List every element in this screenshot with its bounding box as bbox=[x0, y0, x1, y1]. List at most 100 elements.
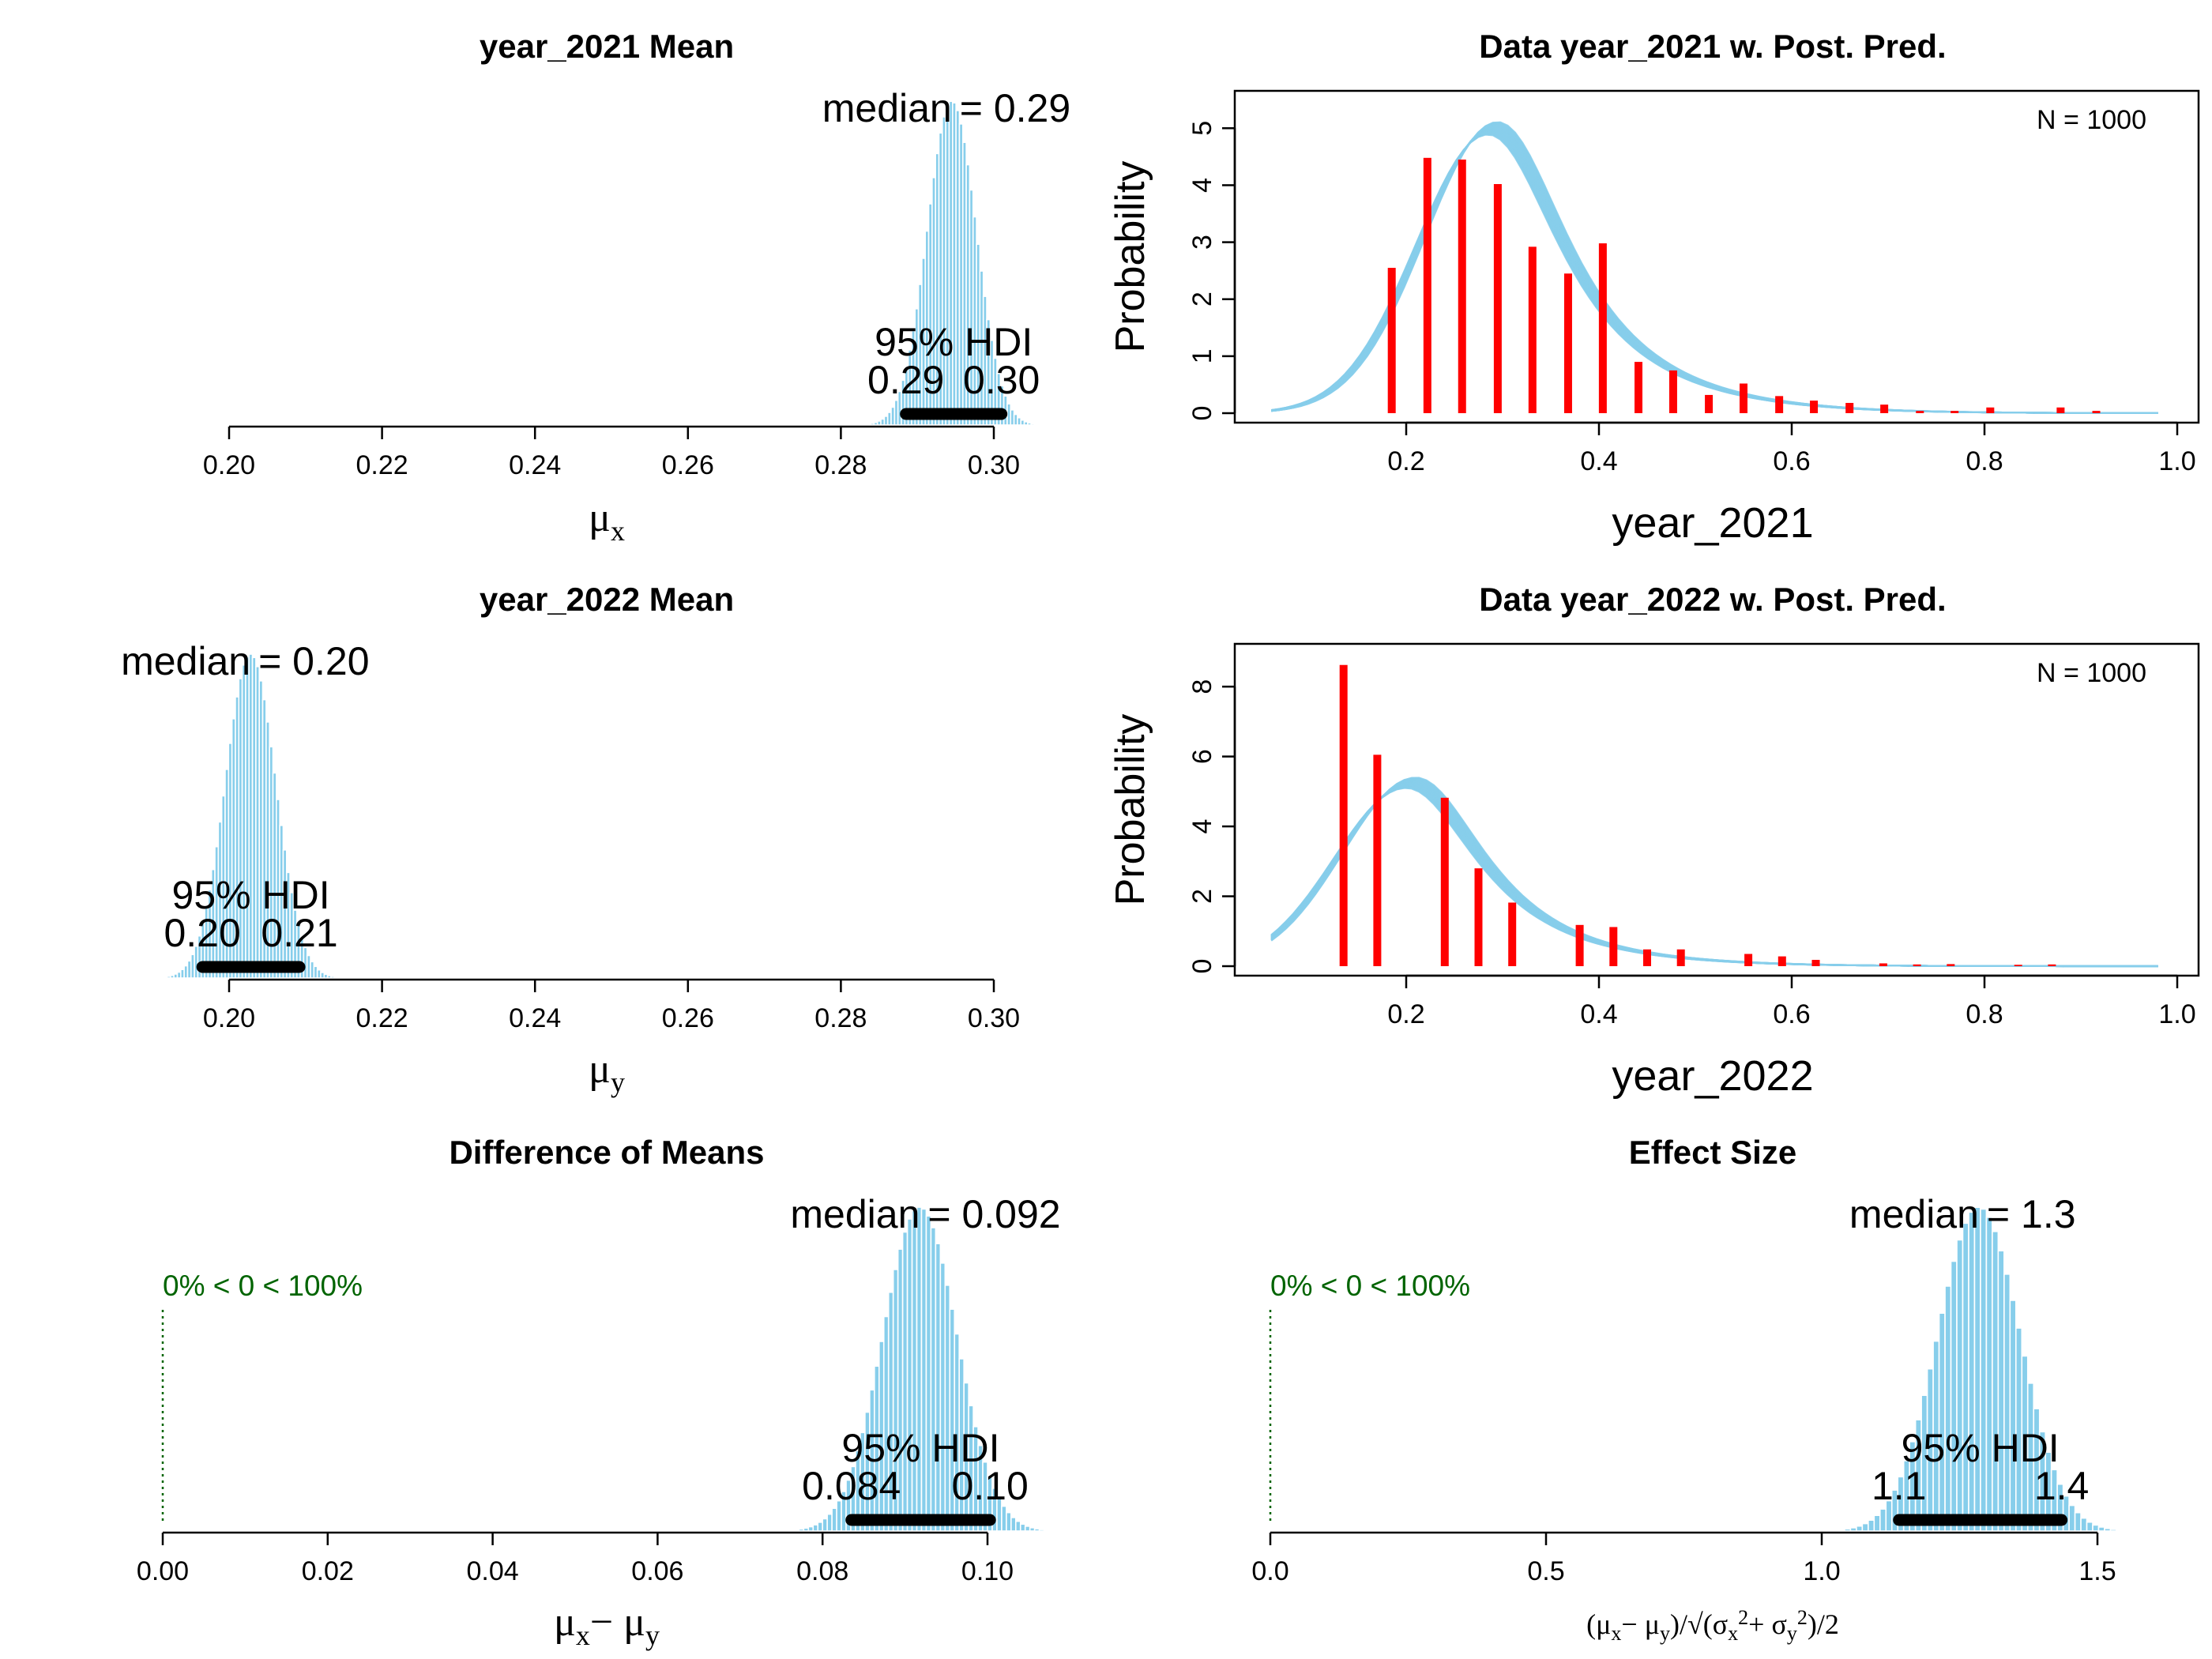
mean-y-title: year_2022 Mean bbox=[480, 581, 734, 618]
data_x-bar bbox=[1668, 370, 1677, 413]
diff-bin bbox=[1043, 1529, 1050, 1532]
effect-bin bbox=[2097, 1526, 2105, 1532]
data-y-bars bbox=[1339, 664, 2056, 966]
data_x-x-tick-label: 0.6 bbox=[1773, 446, 1810, 476]
effect-size-axis: 0.0 0.5 1.0 1.5 bbox=[1251, 1531, 2116, 1586]
effect-bin bbox=[2104, 1527, 2112, 1532]
effect-bin bbox=[1844, 1528, 1852, 1532]
mean_y-tick-label: 0.28 bbox=[814, 1003, 867, 1033]
data_y-bar bbox=[2014, 965, 2022, 966]
data_y-bar bbox=[1676, 949, 1685, 966]
data_y-x-tick-label: 0.4 bbox=[1580, 999, 1617, 1029]
effect-bin bbox=[1962, 1222, 1969, 1532]
data_x-x-tick-label: 0.2 bbox=[1387, 446, 1424, 476]
effect-bin bbox=[2068, 1504, 2076, 1532]
data_y-pred-curve bbox=[1270, 777, 2158, 968]
diff-tick-label: 0.00 bbox=[137, 1556, 189, 1586]
data_y-bar bbox=[1643, 949, 1651, 966]
mean-x-title: year_2021 Mean bbox=[480, 28, 734, 65]
mean-x-panel: year_2021 Mean 0.20 0.22 0.24 0.26 0.28 0.30 … bbox=[203, 28, 1070, 547]
diff-bin bbox=[920, 1208, 927, 1532]
effect-bin bbox=[2080, 1517, 2088, 1532]
data_y-bar bbox=[1373, 754, 1382, 966]
data_x-x-tick-label: 0.4 bbox=[1580, 446, 1617, 476]
effect-size-histogram bbox=[1832, 1206, 2129, 1532]
effect-tick-label: 1.0 bbox=[1803, 1556, 1840, 1586]
effect-bin bbox=[1873, 1514, 1881, 1532]
diff-bin bbox=[906, 1218, 913, 1532]
diff-bin bbox=[826, 1513, 833, 1532]
data_y-pred-curve bbox=[1270, 782, 2158, 968]
diff-tick-label: 0.04 bbox=[467, 1556, 519, 1586]
difference-panel: Difference of Means 0.00 0.02 0.04 0.06 0.08… bbox=[137, 1134, 1061, 1651]
data-x-plot-frame bbox=[1233, 89, 2200, 424]
data-y-n-label: N = 1000 bbox=[2037, 658, 2146, 688]
data-y-title: Data year_2022 w. Post. Pred. bbox=[1479, 581, 1946, 618]
effect-bin bbox=[1944, 1285, 1952, 1532]
mean_x-hdi-high: 0.30 bbox=[963, 358, 1040, 402]
data_y-pred-curve bbox=[1270, 781, 2158, 968]
diff-bin bbox=[1014, 1520, 1021, 1532]
data_y-bar bbox=[2048, 964, 2056, 966]
data_y-pred-curve bbox=[1270, 784, 2158, 968]
effect-bin bbox=[1861, 1522, 1869, 1532]
effect-bin bbox=[2109, 1529, 2117, 1532]
data_y-pred-curve bbox=[1270, 783, 2158, 968]
data_y-pred-curve bbox=[1270, 786, 2158, 968]
diff-tick-label: 0.10 bbox=[961, 1556, 1014, 1586]
difference-xlabel: μx− μy bbox=[554, 1600, 660, 1651]
mean_x-median-value: = 0.29 bbox=[960, 86, 1070, 130]
mean_x-tick-label: 0.28 bbox=[814, 450, 867, 480]
mean_x-hdi-label: 95% HDI bbox=[875, 320, 1033, 364]
effect-bin bbox=[1956, 1239, 1964, 1532]
diff-bin bbox=[1024, 1525, 1031, 1532]
data-x-xlabel: year_2021 bbox=[1612, 499, 1813, 547]
data_y-pred-curve bbox=[1270, 778, 2158, 968]
diff-median-value: = 0.092 bbox=[927, 1192, 1060, 1236]
data-y-ylabel: Probability bbox=[1108, 714, 1153, 906]
mean_y-median-label: median bbox=[121, 639, 250, 683]
effect-tick-label: 0.5 bbox=[1527, 1556, 1564, 1586]
data_y-bar bbox=[1879, 963, 1887, 966]
data_y-y-tick-label: 4 bbox=[1187, 819, 1217, 834]
diff-bin bbox=[911, 1209, 918, 1532]
effect-bin bbox=[1879, 1508, 1887, 1532]
diff-bin bbox=[803, 1527, 810, 1532]
mean_y-hdi-label: 95% HDI bbox=[172, 873, 330, 917]
mean_y-median-value: = 0.20 bbox=[258, 639, 369, 683]
data_y-pred-curve bbox=[1270, 785, 2158, 968]
data_y-y-tick-label: 0 bbox=[1187, 959, 1217, 974]
data_x-bar bbox=[1387, 268, 1396, 413]
mean_y-tick-label: 0.30 bbox=[968, 1003, 1020, 1033]
difference-axis: 0.00 0.02 0.04 0.06 0.08 0.10 bbox=[137, 1531, 1014, 1586]
data_y-bar bbox=[1744, 954, 1753, 966]
effect-bin bbox=[2116, 1529, 2124, 1532]
data_y-y-tick-label: 6 bbox=[1187, 749, 1217, 764]
diff-comp-text: 0% < 0 < 100% bbox=[163, 1270, 363, 1302]
mean-y-axis: 0.20 0.22 0.24 0.26 0.28 0.30 bbox=[203, 978, 1020, 1033]
data-x-title: Data year_2021 w. Post. Pred. bbox=[1479, 28, 1946, 65]
effect-bin bbox=[1980, 1208, 1988, 1532]
diff-tick-label: 0.02 bbox=[302, 1556, 354, 1586]
data_y-x-tick-label: 0.6 bbox=[1773, 999, 1810, 1029]
data_y-bar bbox=[1339, 664, 1348, 966]
mean_x-median-label: median bbox=[822, 86, 952, 130]
data_y-x-tick-label: 0.2 bbox=[1387, 999, 1424, 1029]
data_y-bar bbox=[1474, 868, 1483, 966]
diff-bin bbox=[925, 1215, 932, 1532]
diff-bin bbox=[1048, 1529, 1055, 1532]
data-y-xlabel: year_2022 bbox=[1612, 1052, 1813, 1100]
effect-bin bbox=[1992, 1231, 1999, 1532]
mean_y-hdi-high: 0.21 bbox=[261, 911, 337, 955]
effect-median-label: median bbox=[1849, 1192, 1979, 1236]
mean_y-tick-label: 0.20 bbox=[203, 1003, 255, 1033]
effect-bin bbox=[2121, 1529, 2129, 1532]
data_x-y-tick-label: 1 bbox=[1187, 348, 1217, 363]
effect-median-value: = 1.3 bbox=[1987, 1192, 2076, 1236]
mean_x-bin bbox=[1037, 423, 1042, 426]
data_x-bar bbox=[1635, 362, 1643, 413]
difference-title: Difference of Means bbox=[449, 1134, 764, 1171]
effect-bin bbox=[2074, 1511, 2082, 1532]
data_x-y-tick-label: 5 bbox=[1187, 121, 1217, 136]
